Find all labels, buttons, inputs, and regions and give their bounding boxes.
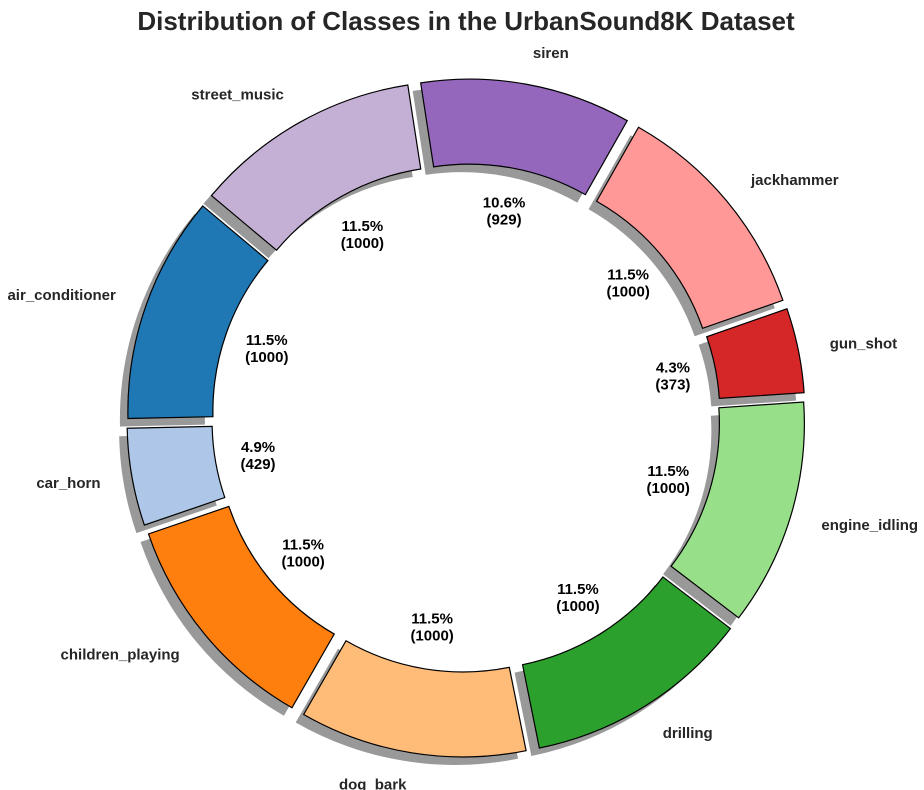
percentage-labels: 11.5% (1000) 4.9% (429) 11.5% (1000) 11.5% (100…: [241, 194, 691, 644]
slice-gun-shot: [705, 307, 805, 400]
donut-slices: [126, 78, 805, 758]
pct-label-dog-bark: 11.5% (1000): [410, 610, 453, 644]
slice-children-playing: [147, 505, 336, 709]
chart-title: Distribution of Classes in the UrbanSoun…: [137, 6, 795, 36]
category-label-drilling: drilling: [663, 725, 713, 742]
category-label-engine-idling: engine_idling: [821, 517, 918, 534]
slice-engine-idling: [670, 401, 805, 619]
category-label-siren: siren: [533, 45, 569, 62]
slice-car-horn: [126, 425, 226, 526]
pct-label-children-playing: 11.5% (1000): [281, 536, 324, 570]
pct-label-car-horn: 4.9% (429): [241, 439, 276, 473]
category-label-jackhammer: jackhammer: [750, 172, 839, 189]
pct-label-drilling: 11.5% (1000): [556, 581, 599, 615]
slice-siren: [419, 78, 629, 196]
pct-label-siren: 10.6% (929): [483, 194, 526, 228]
slice-drilling: [521, 576, 732, 749]
category-label-car-horn: car_horn: [36, 475, 100, 492]
pct-label-engine-idling: 11.5% (1000): [647, 463, 690, 497]
category-label-children-playing: children_playing: [61, 646, 180, 663]
slice-dog-bark: [302, 639, 527, 758]
category-labels: air_conditioner car_horn children_playingd…: [7, 45, 918, 790]
slice-street-music: [210, 84, 422, 252]
slice-air-conditioner: [127, 205, 269, 420]
category-label-dog-bark: dog_bark: [339, 776, 407, 790]
slice-jackhammer: [595, 126, 784, 330]
category-label-gun-shot: gun_shot: [830, 336, 898, 353]
category-label-street-music: street_music: [191, 87, 284, 104]
category-label-air-conditioner: air_conditioner: [7, 287, 116, 304]
pct-label-street-music: 11.5% (1000): [341, 218, 384, 252]
pct-label-gun-shot: 4.3% (373): [655, 360, 690, 394]
pct-label-jackhammer: 11.5% (1000): [606, 267, 649, 301]
pct-label-air-conditioner: 11.5% (1000): [245, 332, 288, 366]
